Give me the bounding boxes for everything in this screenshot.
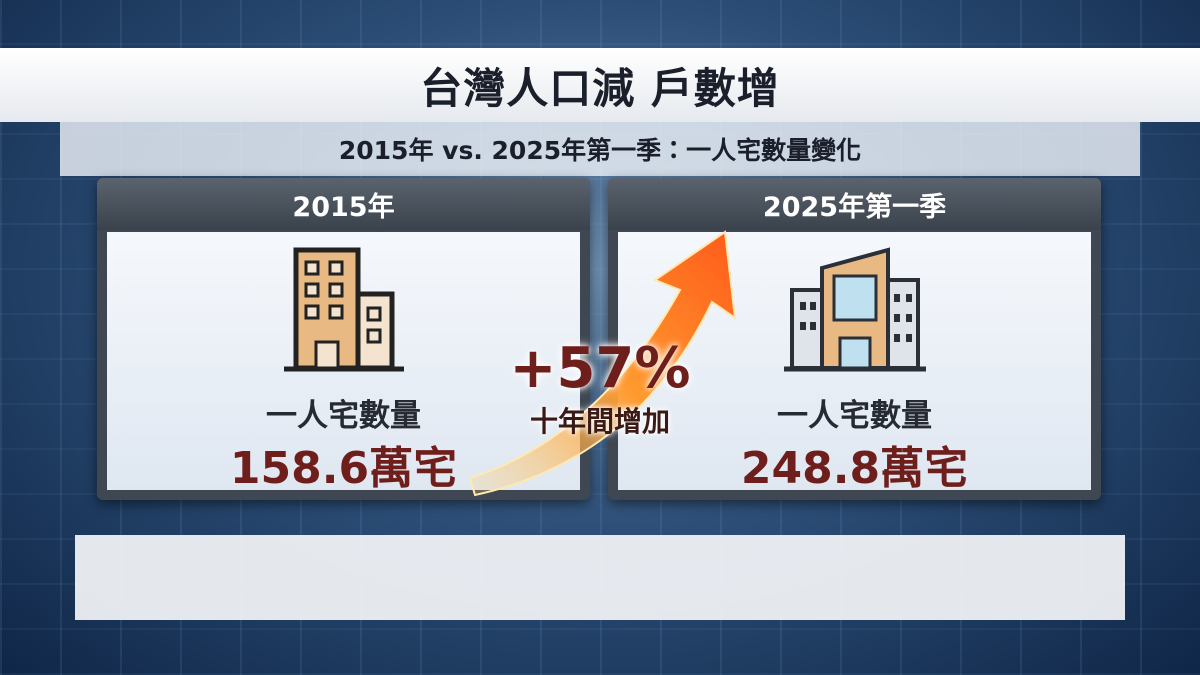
title: 台灣人口減 戶數增 xyxy=(420,63,780,113)
subtitle: 2015年 vs. 2025年第一季：一人宅數量變化 xyxy=(338,136,862,165)
panel-heading: 2015年 xyxy=(97,178,590,230)
panel-body: 一人宅數量 158.6萬宅 xyxy=(107,232,580,494)
subtitle-bar: 2015年 vs. 2025年第一季：一人宅數量變化 xyxy=(60,122,1140,176)
change-caption: 十年間增加 xyxy=(529,405,670,438)
panel-heading: 2025年第一季 xyxy=(608,178,1101,230)
change-callout: +57% 十年間增加 xyxy=(490,338,710,440)
building-icon xyxy=(283,247,404,372)
panel-value: 158.6萬宅 xyxy=(229,443,458,494)
panel-body: 一人宅數量 248.8萬宅 xyxy=(618,232,1091,494)
change-value: +57% xyxy=(509,336,691,401)
panel-value: 248.8萬宅 xyxy=(740,443,969,494)
panel-label: 一人宅數量 xyxy=(777,398,932,434)
panel: 2015年 一人宅數量 158.6萬宅 xyxy=(97,178,590,500)
bottom-bar xyxy=(75,535,1125,620)
title-bar: 台灣人口減 戶數增 xyxy=(0,48,1200,122)
panel-label: 一人宅數量 xyxy=(266,398,421,434)
arrow-shape xyxy=(468,230,737,497)
building-icon xyxy=(783,247,926,372)
